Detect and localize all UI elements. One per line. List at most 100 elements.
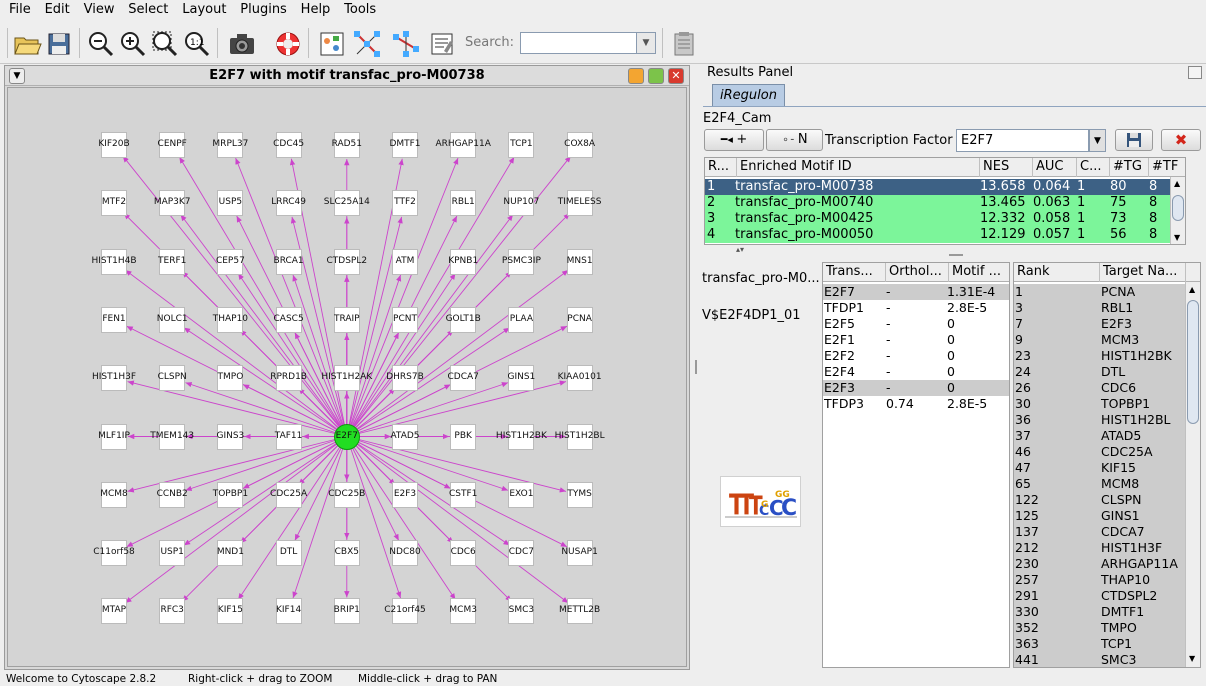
col-cluster[interactable]: C... [1077, 158, 1110, 177]
node-nusap1[interactable] [566, 540, 593, 567]
edge-gins1[interactable] [346, 382, 509, 437]
node-kif14[interactable] [275, 598, 302, 625]
node-mlf1ip[interactable] [101, 423, 127, 450]
node-nolc1[interactable] [159, 306, 186, 333]
tf-row[interactable]: TFDP3 0.74 2.8E-5 [823, 396, 1009, 412]
edge-hist1h4b[interactable] [124, 269, 348, 437]
edge-plaa[interactable] [346, 327, 511, 437]
node-psmc3ip[interactable] [508, 248, 535, 275]
target-row[interactable]: 30 TOPBP1 [1014, 396, 1185, 412]
report-icon[interactable] [428, 29, 458, 59]
node-tmpo[interactable] [217, 365, 244, 392]
edge-mcm3[interactable] [346, 436, 456, 600]
add-network-button[interactable]: ━◂ + [704, 129, 764, 151]
edge-cep57[interactable] [237, 273, 348, 437]
node-cep57[interactable] [217, 248, 244, 275]
target-row[interactable]: 65 MCM8 [1014, 476, 1185, 492]
save-disk-icon[interactable] [44, 29, 74, 59]
camera-icon[interactable] [227, 29, 257, 59]
node-thap10[interactable] [217, 306, 244, 333]
col-auc[interactable]: AUC [1033, 158, 1077, 177]
zoom-in-icon[interactable] [118, 29, 148, 59]
node-hist1h2ak[interactable] [333, 365, 360, 392]
node-pcnt[interactable] [392, 306, 418, 333]
node-brca1[interactable] [275, 248, 302, 275]
node-kpnb1[interactable] [450, 248, 477, 275]
target-row[interactable]: 291 CTDSPL2 [1014, 588, 1185, 604]
node-cdc25b[interactable] [333, 481, 360, 508]
node-pcna[interactable] [566, 306, 593, 333]
node-topbp1[interactable] [217, 481, 244, 508]
node-cdc25a[interactable] [275, 481, 302, 508]
col-tf[interactable]: #TF [1149, 158, 1185, 177]
tf-row[interactable]: E2F4 - 0 [823, 364, 1009, 380]
node-casc5[interactable] [275, 306, 302, 333]
edge-map3k7[interactable] [180, 214, 348, 437]
edge-ndc80[interactable] [346, 436, 400, 541]
edge-cenpf[interactable] [179, 156, 348, 437]
menu-tools[interactable]: Tools [344, 2, 377, 17]
node-hist1h2bl[interactable] [566, 423, 593, 450]
open-folder-icon[interactable] [12, 29, 42, 59]
target-row[interactable]: 330 DMTF1 [1014, 604, 1185, 620]
target-row[interactable]: 36 HIST1H2BL [1014, 412, 1185, 428]
node-clspn[interactable] [159, 365, 186, 392]
node-slc25a14[interactable] [333, 190, 360, 217]
node-usp1[interactable] [159, 540, 186, 567]
node-kiaa0101[interactable] [566, 365, 593, 392]
node-cox8a[interactable] [566, 132, 593, 158]
add-nodes-button[interactable]: ⚬⁃ N [766, 129, 823, 151]
edge-mns1[interactable] [346, 269, 569, 437]
network-overlay-icon[interactable] [391, 29, 421, 59]
menu-plugins[interactable]: Plugins [240, 2, 287, 17]
node-mettl2b[interactable] [566, 598, 593, 625]
edge-mettl2b[interactable] [346, 436, 569, 604]
node-cdca7[interactable] [450, 365, 477, 392]
node-c21orf45[interactable] [392, 598, 418, 625]
node-cdc7[interactable] [508, 540, 535, 567]
table-split-divider[interactable]: ▴▾ [704, 245, 1186, 259]
node-c11orf58[interactable] [101, 540, 127, 567]
motif-row[interactable]: 2 transfac_pro-M00740 13.465 0.063 1 75 8 [705, 195, 1170, 211]
edge-smc3[interactable] [346, 436, 512, 602]
menu-file[interactable]: File [9, 2, 31, 17]
node-mrpl37[interactable] [217, 132, 244, 158]
col-orthologous[interactable]: Orthol... [886, 263, 949, 282]
edge-dtl[interactable] [294, 436, 348, 541]
target-row[interactable]: 257 THAP10 [1014, 572, 1185, 588]
col-motif-similarity[interactable]: Motif ... [949, 263, 1009, 282]
col-target-name[interactable]: Target Na... [1100, 263, 1186, 282]
tab-iregulon[interactable]: iRegulon [712, 84, 785, 106]
edge-nolc1[interactable] [183, 327, 348, 437]
edge-casc5[interactable] [294, 332, 348, 437]
target-row[interactable]: 1 PCNA [1014, 284, 1185, 300]
target-row[interactable]: 125 GINS1 [1014, 508, 1185, 524]
menu-help[interactable]: Help [300, 2, 331, 17]
edge-c21orf45[interactable] [346, 436, 402, 599]
node-cenpf[interactable] [159, 132, 186, 158]
col-rank[interactable]: Rank [1014, 263, 1100, 282]
edge-kif15[interactable] [237, 436, 348, 600]
node-mnd1[interactable] [217, 540, 244, 567]
zoom-out-icon[interactable] [86, 29, 116, 59]
col-transcription-factor[interactable]: Trans... [823, 263, 886, 282]
node-tcp1[interactable] [508, 132, 535, 158]
node-mcm3[interactable] [450, 598, 477, 625]
target-row[interactable]: 137 CDCA7 [1014, 524, 1185, 540]
node-plaa[interactable] [508, 306, 535, 333]
network-canvas[interactable]: KIF20B CENPF MRPL37 CDC45 RAD51 DMTF1 ARHGAP11… [7, 87, 687, 667]
node-brip1[interactable] [333, 598, 360, 625]
node-nup107[interactable] [508, 190, 535, 217]
node-taf11[interactable] [275, 423, 302, 450]
node-hub-e2f7[interactable] [333, 423, 360, 450]
node-terf1[interactable] [159, 248, 186, 275]
node-fen1[interactable] [101, 306, 127, 333]
target-row[interactable]: 3 RBL1 [1014, 300, 1185, 316]
target-row[interactable]: 47 KIF15 [1014, 460, 1185, 476]
zoom-selected-icon[interactable]: 1:1 [182, 29, 212, 59]
node-ttf2[interactable] [392, 190, 418, 217]
col-nes[interactable]: NES [980, 158, 1033, 177]
motif-row[interactable]: 4 transfac_pro-M00050 12.129 0.057 1 56 8 [705, 227, 1170, 243]
save-button[interactable] [1115, 129, 1153, 151]
network-layout-icon[interactable] [352, 29, 382, 59]
